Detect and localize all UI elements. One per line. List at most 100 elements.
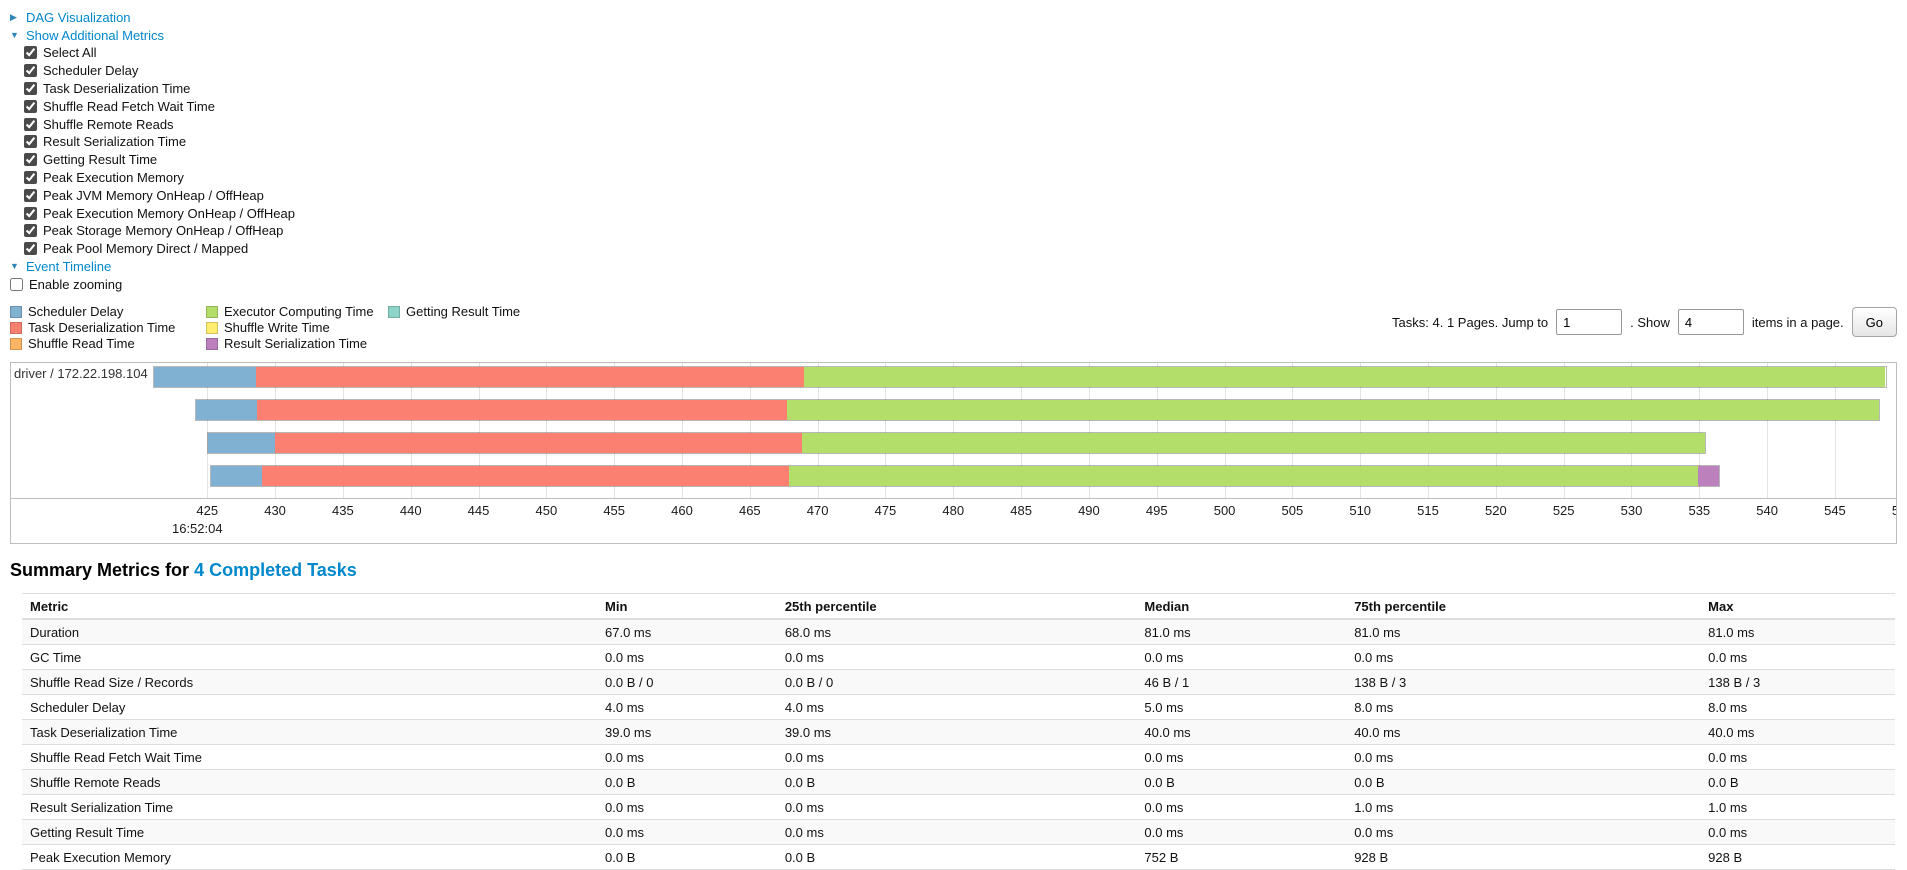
peak-execution-memory-onheap-offheap-checkbox-row[interactable]: Peak Execution Memory OnHeap / OffHeap <box>24 204 1897 222</box>
dag-visualization-toggle[interactable]: ▶ DAG Visualization <box>10 8 1897 26</box>
enable-zooming-row[interactable]: Enable zooming <box>10 276 1897 294</box>
result-serialization-time-checkbox[interactable] <box>24 135 37 149</box>
timeline-gridline <box>1495 363 1497 499</box>
metric-value-cell: 0.0 B <box>1346 769 1701 795</box>
timeline-tick-label: 505 <box>1281 503 1304 519</box>
shuffle-remote-reads-checkbox[interactable] <box>24 117 37 131</box>
timeline-tick-label: 510 <box>1349 503 1372 519</box>
peak-jvm-memory-onheap-offheap-checkbox-row[interactable]: Peak JVM Memory OnHeap / OffHeap <box>24 186 1897 204</box>
metric-value-cell: 8.0 ms <box>1700 694 1895 720</box>
getting-result-time-checkbox-row[interactable]: Getting Result Time <box>24 151 1897 169</box>
metric-value-cell: 40.0 ms <box>1346 719 1701 745</box>
task-deserialization-time-swatch <box>10 321 22 334</box>
metric-value-cell: 0.0 B / 0 <box>776 669 1137 695</box>
timeline-tick-label: 550 <box>1891 503 1896 519</box>
metric-value-cell: 0.0 B <box>776 769 1137 795</box>
metric-value-cell: 4.0 ms <box>597 694 777 720</box>
checkbox-label: Peak Storage Memory OnHeap / OffHeap <box>43 223 284 239</box>
event-timeline-chart: driver / 172.22.198.104 16:52:04 425 430 4… <box>10 362 1897 545</box>
summary-table-row: Shuffle Read Fetch Wait Time 0.0 ms 0.0 ms… <box>22 744 1895 770</box>
show-text: . Show <box>1630 314 1670 330</box>
metric-value-cell: 752 B <box>1136 844 1347 870</box>
metric-checkbox-list: Select All Scheduler Delay Task Deserializ… <box>24 44 1897 258</box>
task-timeline-bar[interactable] <box>195 399 1880 422</box>
metric-value-cell: 0.0 ms <box>776 744 1137 770</box>
checkbox-label: Shuffle Remote Reads <box>43 116 174 132</box>
summary-table-row: Result Serialization Time 0.0 ms 0.0 ms 0.0… <box>22 794 1895 820</box>
metric-name-cell: Task Deserialization Time <box>22 719 598 745</box>
metric-value-cell: 0.0 ms <box>1136 794 1347 820</box>
scheduler-delay-checkbox-row[interactable]: Scheduler Delay <box>24 62 1897 80</box>
peak-pool-memory-direct-mapped-checkbox[interactable] <box>24 242 37 256</box>
checkbox-label: Peak Execution Memory OnHeap / OffHeap <box>43 205 295 221</box>
tasks-count-text: Tasks: 4. 1 Pages. Jump to <box>1392 314 1549 330</box>
summary-table-header-row: Metric Min 25th percentile Median 75th perce… <box>22 593 1895 621</box>
peak-execution-memory-checkbox[interactable] <box>24 170 37 184</box>
checkbox-label: Result Serialization Time <box>43 134 187 150</box>
result-serialization-time-legend-item: Result Serialization Time <box>206 336 388 351</box>
jump-to-page-input[interactable] <box>1556 309 1623 336</box>
scheduler-delay-segment <box>196 400 257 421</box>
items-per-page-input[interactable] <box>1677 309 1744 336</box>
peak-execution-memory-checkbox-row[interactable]: Peak Execution Memory <box>24 169 1897 187</box>
result-serialization-time-checkbox-row[interactable]: Result Serialization Time <box>24 133 1897 151</box>
peak-jvm-memory-onheap-offheap-checkbox[interactable] <box>24 188 37 202</box>
peak-storage-memory-onheap-offheap-checkbox-row[interactable]: Peak Storage Memory OnHeap / OffHeap <box>24 222 1897 240</box>
completed-tasks-link[interactable]: 4 Completed Tasks <box>194 560 357 581</box>
metric-value-cell: 0.0 ms <box>597 794 777 820</box>
shuffle-remote-reads-checkbox-row[interactable]: Shuffle Remote Reads <box>24 115 1897 133</box>
metric-value-cell: 81.0 ms <box>1700 618 1895 645</box>
enable-zooming-checkbox[interactable] <box>10 277 23 291</box>
timeline-tick-label: 470 <box>806 503 829 519</box>
task-timeline-bar[interactable] <box>207 432 1707 455</box>
task-deserialization-time-checkbox-row[interactable]: Task Deserialization Time <box>24 80 1897 98</box>
metric-name-cell: Shuffle Read Size / Records <box>22 669 598 695</box>
arrow-down-icon: ▼ <box>10 261 19 272</box>
select-all-checkbox[interactable] <box>24 46 37 60</box>
select-all-checkbox-row[interactable]: Select All <box>24 44 1897 62</box>
metric-value-cell: 0.0 ms <box>776 794 1137 820</box>
summary-table-row: Scheduler Delay 4.0 ms 4.0 ms 5.0 ms 8.0 ms 8… <box>22 694 1895 720</box>
25th-percentile-column-header: 25th percentile <box>776 593 1137 621</box>
task-timeline-bar[interactable] <box>209 465 1720 488</box>
legend-label: Shuffle Write Time <box>224 320 330 336</box>
show-additional-metrics-toggle[interactable]: ▼ Show Additional Metrics <box>10 26 1897 44</box>
executor-computing-time-segment <box>786 400 1879 421</box>
checkbox-label: Scheduler Delay <box>43 63 139 79</box>
timeline-tick-label: 485 <box>1010 503 1032 519</box>
event-timeline-toggle[interactable]: ▼ Event Timeline <box>10 258 1897 276</box>
shuffle-read-fetch-wait-time-checkbox[interactable] <box>24 99 37 113</box>
checkbox-label: Task Deserialization Time <box>43 80 191 96</box>
scheduler-delay-segment <box>154 367 256 388</box>
event-timeline-link[interactable]: Event Timeline <box>26 259 112 275</box>
peak-execution-memory-onheap-offheap-checkbox[interactable] <box>24 206 37 220</box>
timeline-tick-label: 455 <box>603 503 626 519</box>
timeline-tick-label: 460 <box>671 503 693 519</box>
legend-label: Getting Result Time <box>406 304 521 320</box>
metric-name-cell: Getting Result Time <box>22 819 598 845</box>
task-deserialization-time-checkbox[interactable] <box>24 81 37 95</box>
scheduler-delay-checkbox[interactable] <box>24 64 37 78</box>
show-additional-metrics-link[interactable]: Show Additional Metrics <box>26 27 165 43</box>
metric-name-cell: Scheduler Delay <box>22 694 598 720</box>
dag-visualization-link[interactable]: DAG Visualization <box>26 9 131 25</box>
metric-value-cell: 0.0 ms <box>1346 819 1701 845</box>
75th-percentile-column-header: 75th percentile <box>1346 593 1701 621</box>
getting-result-time-checkbox[interactable] <box>24 153 37 167</box>
peak-pool-memory-direct-mapped-checkbox-row[interactable]: Peak Pool Memory Direct / Mapped <box>24 240 1897 258</box>
metric-value-cell: 81.0 ms <box>1136 618 1347 645</box>
shuffle-read-fetch-wait-time-checkbox-row[interactable]: Shuffle Read Fetch Wait Time <box>24 97 1897 115</box>
summary-table-row: Peak Execution Memory 0.0 B 0.0 B 752 B 928 … <box>22 844 1895 870</box>
peak-storage-memory-onheap-offheap-checkbox[interactable] <box>24 224 37 238</box>
task-timeline-bar[interactable] <box>153 366 1887 389</box>
timeline-gridline <box>478 363 480 499</box>
executor-group-label: driver / 172.22.198.104 <box>14 366 148 382</box>
timeline-tick-label: 540 <box>1756 503 1778 519</box>
timeline-gridline <box>546 363 548 499</box>
legend-label: Shuffle Read Time <box>28 336 135 352</box>
metric-value-cell: 81.0 ms <box>1346 618 1701 645</box>
task-deserialization-time-segment <box>255 367 805 388</box>
legend-label: Scheduler Delay <box>28 304 124 320</box>
checkbox-label: Peak Execution Memory <box>43 169 184 185</box>
go-button[interactable]: Go <box>1851 307 1897 338</box>
